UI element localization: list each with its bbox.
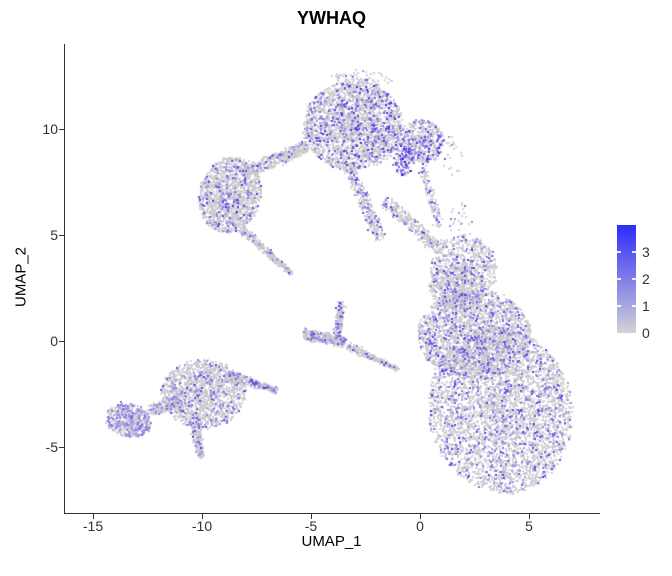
y-tick-mark <box>59 235 64 236</box>
x-tick-mark <box>529 514 530 519</box>
x-tick-label: 5 <box>525 518 533 534</box>
x-tick-label: -5 <box>304 518 318 534</box>
y-axis-title: UMAP_2 <box>12 246 30 308</box>
y-tick-label: 5 <box>50 227 58 243</box>
y-tick-label: -5 <box>45 439 58 455</box>
colorbar-tick-notch <box>632 251 636 253</box>
y-tick-mark <box>59 447 64 448</box>
colorbar-tick-notch <box>632 278 636 280</box>
colorbar-tick-notch <box>632 305 636 307</box>
x-tick-mark <box>311 514 312 519</box>
x-tick-mark <box>420 514 421 519</box>
colorbar-tick-notch <box>617 305 621 307</box>
colorbar-tick-notch <box>617 251 621 253</box>
expression-colorbar <box>617 225 636 333</box>
legend-tick-label: 2 <box>642 271 650 287</box>
x-tick-mark <box>93 514 94 519</box>
x-tick-label: -10 <box>191 518 213 534</box>
plot-title: YWHAQ <box>297 8 366 28</box>
legend-tick-label: 3 <box>642 244 650 260</box>
x-axis-line <box>64 513 600 514</box>
y-tick-mark <box>59 129 64 130</box>
y-axis-line <box>64 44 65 513</box>
y-tick-label: 10 <box>42 121 58 137</box>
x-tick-label: -15 <box>82 518 104 534</box>
y-tick-label: 0 <box>50 333 58 349</box>
y-tick-mark <box>59 341 64 342</box>
legend-tick-label: 0 <box>642 325 650 341</box>
legend-tick-label: 1 <box>642 298 650 314</box>
colorbar-tick-notch <box>617 278 621 280</box>
x-tick-mark <box>202 514 203 519</box>
x-axis-title: UMAP_1 <box>301 533 362 550</box>
x-tick-label: 0 <box>416 518 424 534</box>
